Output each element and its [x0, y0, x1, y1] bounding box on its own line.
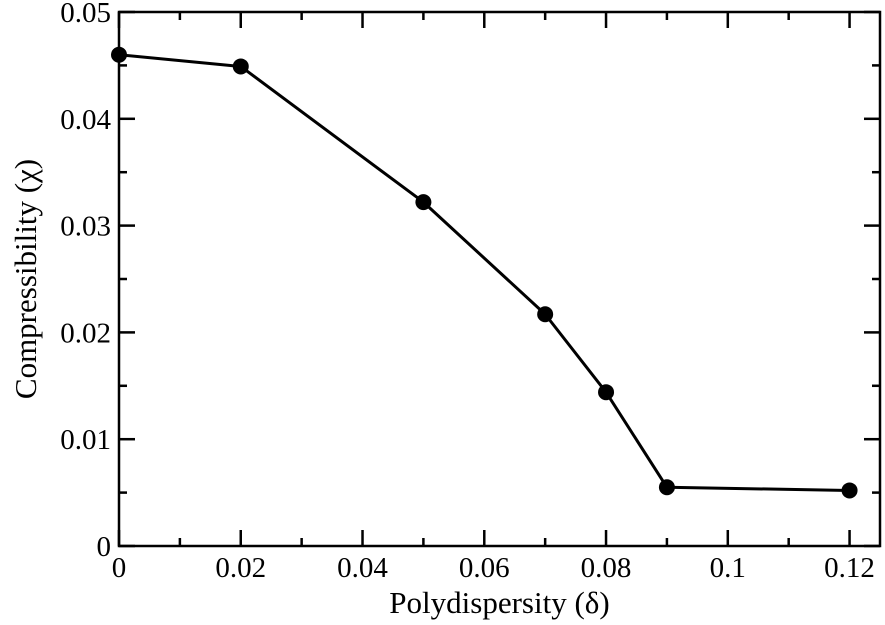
y-tick-label: 0.04	[60, 104, 111, 136]
x-tick-label: 0.02	[215, 552, 266, 584]
x-tick-label: 0	[112, 552, 127, 584]
y-tick-label: 0.01	[60, 424, 111, 456]
tick-labels: 0 0.02 0.04 0.06 0.08 0.1 0.12 0 0.01 0.02 0.03 0.0…	[60, 0, 875, 584]
y-tick-label: 0	[97, 531, 112, 563]
x-tick-label: 0.1	[710, 552, 746, 584]
x-tick-label: 0.08	[581, 552, 632, 584]
x-tick-label: 0.04	[337, 552, 388, 584]
y-tick-label: 0.03	[60, 211, 111, 243]
y-tick-label: 0.02	[60, 317, 111, 349]
series-line	[118, 53, 850, 492]
x-tick-label: 0.12	[824, 552, 875, 584]
data-point	[598, 384, 615, 401]
data-point	[232, 58, 249, 75]
data-point	[841, 482, 858, 499]
axis-ticks	[117, 10, 880, 548]
data-markers	[111, 46, 858, 499]
data-point	[658, 479, 675, 496]
x-axis-label: Polydispersity (δ)	[389, 585, 609, 620]
data-point	[415, 194, 432, 211]
data-point	[537, 306, 554, 323]
y-tick-label: 0.05	[60, 0, 111, 29]
y-axis-label: Compressibility (χ)	[8, 159, 43, 399]
x-tick-label: 0.06	[459, 552, 510, 584]
plot-frame	[117, 10, 882, 548]
